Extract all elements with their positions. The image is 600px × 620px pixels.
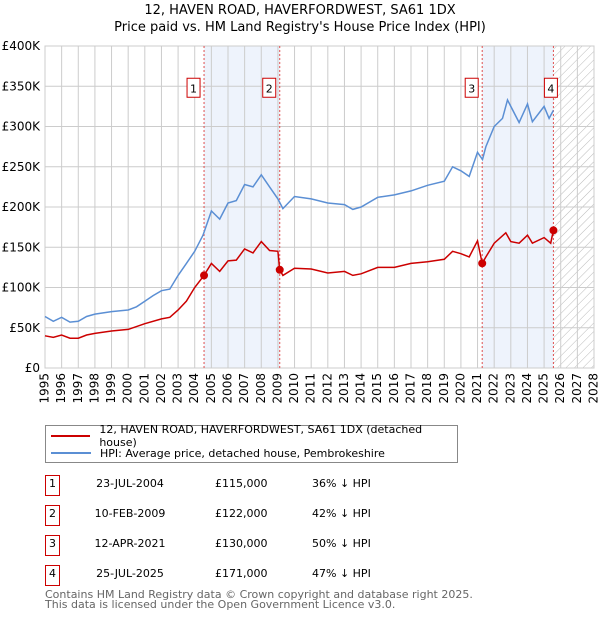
x-tick-label: 2009 [270,373,284,404]
sale-price: £171,000 [215,567,268,580]
x-tick-label: 2005 [204,373,218,404]
x-tick-label: 2000 [121,373,135,404]
x-tick-label: 2026 [553,373,567,404]
sale-point [200,271,209,280]
y-tick-label: £50K [9,321,41,335]
chart-title: 12, HAVEN ROAD, HAVERFORDWEST, SA61 1DX [144,3,456,18]
sale-marker-box [262,77,277,98]
sale-number: 4 [45,565,60,586]
sale-number: 3 [45,535,60,556]
sale-number: 1 [45,475,60,496]
x-tick-label: 2016 [387,373,401,404]
legend-swatch-blue [51,452,91,454]
x-tick-label: 2004 [187,373,201,404]
sale-hpi-diff: 47% ↓ HPI [312,567,371,580]
x-tick-label: 2013 [337,373,351,404]
y-tick-label: £150K [2,240,42,254]
sale-price: £130,000 [215,537,268,550]
y-tick-label: £0 [25,361,40,375]
sale-point [478,259,487,268]
sale-date: 23-JUL-2004 [96,477,164,490]
x-tick-label: 2021 [470,373,484,404]
sale-price: £122,000 [215,507,268,520]
x-tick-label: 2025 [537,373,551,404]
legend-item-hpi: HPI: Average price, detached house, Pemb… [51,445,385,461]
y-tick-label: £200K [2,200,42,214]
x-tick-label: 1995 [38,373,52,404]
x-tick-label: 1996 [54,373,68,404]
sale-point [549,226,558,235]
x-tick-label: 2006 [221,373,235,404]
x-tick-label: 2023 [503,373,517,404]
x-tick-label: 1999 [104,373,118,404]
sale-hpi-diff: 50% ↓ HPI [312,537,371,550]
sale-marker-label: 2 [266,82,273,95]
sale-row: 3 12-APR-2021 £130,000 50% ↓ HPI [45,535,465,556]
sale-date: 25-JUL-2025 [96,567,164,580]
x-tick-label: 2012 [320,373,334,404]
x-tick-label: 2011 [304,373,318,404]
x-tick-label: 2028 [587,373,600,404]
property-series-line [44,230,555,339]
x-tick-label: 1997 [71,373,85,404]
sale-row: 4 25-JUL-2025 £171,000 47% ↓ HPI [45,565,465,586]
x-tick-label: 2008 [254,373,268,404]
sale-price: £115,000 [215,477,268,490]
sale-date: 12-APR-2021 [94,537,166,550]
y-tick-label: £350K [2,79,42,93]
x-tick-label: 2018 [420,373,434,404]
sale-point [275,265,284,274]
sale-marker-label: 4 [547,82,554,95]
y-tick-label: £250K [2,160,42,174]
y-tick-label: £100K [2,281,42,295]
x-tick-label: 2010 [287,373,301,404]
x-tick-label: 2007 [237,373,251,404]
x-tick-label: 2001 [137,373,151,404]
legend-label-hpi: HPI: Average price, detached house, Pemb… [100,446,385,460]
x-tick-label: 2022 [487,373,501,404]
sale-hpi-diff: 42% ↓ HPI [312,507,371,520]
x-tick-label: 2024 [520,373,534,404]
sale-row: 1 23-JUL-2004 £115,000 36% ↓ HPI [45,475,465,496]
footer-copyright: Contains HM Land Registry data © Crown c… [45,588,473,601]
x-tick-label: 2020 [453,373,467,404]
sale-marker-box [543,77,558,98]
plot-border [44,45,595,369]
legend-item-property: 12, HAVEN ROAD, HAVERFORDWEST, SA61 1DX … [51,423,457,449]
legend-label-property: 12, HAVEN ROAD, HAVERFORDWEST, SA61 1DX … [99,423,423,449]
sale-marker-box [464,77,479,98]
legend-swatch-red [51,435,91,437]
sale-number: 2 [45,505,60,526]
legend: 12, HAVEN ROAD, HAVERFORDWEST, SA61 1DX … [45,423,458,463]
sale-marker-box [186,77,201,98]
x-tick-label: 2019 [437,373,451,404]
y-tick-label: £300K [2,120,42,134]
y-tick-label: £400K [2,39,42,53]
sale-marker-label: 1 [190,82,197,95]
footer-licence: This data is licensed under the Open Gov… [45,598,396,611]
x-tick-label: 1998 [87,373,101,404]
x-tick-label: 2017 [404,373,418,404]
sale-date: 10-FEB-2009 [94,507,166,520]
x-tick-label: 2002 [154,373,168,404]
hpi-series-line [44,97,555,323]
chart-subtitle: Price paid vs. HM Land Registry's House … [114,20,486,35]
x-tick-label: 2027 [570,373,584,404]
sale-hpi-diff: 36% ↓ HPI [312,477,371,490]
x-tick-label: 2014 [354,373,368,404]
sale-row: 2 10-FEB-2009 £122,000 42% ↓ HPI [45,505,465,526]
sale-marker-label: 3 [468,82,475,95]
price-chart: 1995 1996 1997 1998 1999 2000 2001 2002 2003 2004… [2,39,600,404]
x-tick-label: 2003 [171,373,185,404]
x-tick-label: 2015 [370,373,384,404]
